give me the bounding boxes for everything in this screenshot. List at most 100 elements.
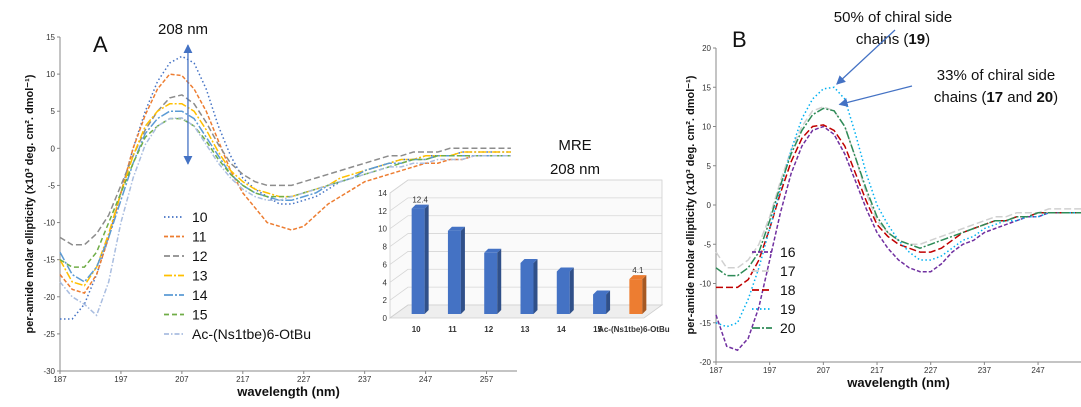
legend-label: 12: [192, 248, 208, 264]
inset-bar-side: [424, 204, 429, 314]
y-tick-label: 0: [707, 201, 712, 210]
legend-label: 16: [780, 244, 796, 260]
inset-bar-top: [447, 226, 465, 231]
x-tick-label: 217: [236, 375, 250, 384]
inset-bar-front: [593, 294, 607, 314]
y-tick-label: 10: [46, 70, 55, 79]
series-line-ac-ns1tbe-6-otbu: [59, 117, 511, 317]
inset-bar-2: [447, 226, 465, 314]
x-tick-label: 237: [358, 375, 372, 384]
x-tick-label: 187: [53, 375, 67, 384]
inset-x-tick-label: 13: [521, 325, 530, 334]
legend-label: 14: [192, 287, 208, 303]
inset-title: MRE: [558, 137, 591, 154]
x-tick-label: 217: [870, 366, 884, 375]
inset-bar-5: [556, 267, 574, 314]
y-tick-label: -15: [43, 256, 55, 265]
y-tick-label: 15: [702, 83, 711, 92]
x-tick-label: 187: [709, 366, 723, 375]
inset-y-tick-label: 12: [378, 207, 387, 216]
inset-bar-side: [569, 267, 574, 314]
inset-bar-chart: MRE 208 nm 0 2 4 6 8 10 12 14 10 12.4 11 12 13 14 15Ac-(…: [378, 137, 670, 334]
inset-y-tick-label: 4: [383, 278, 388, 287]
inset-x-tick-label: 11: [448, 325, 457, 334]
y-tick-label: 5: [51, 107, 56, 116]
inset-bar-7: [629, 275, 647, 314]
series-line-13: [59, 103, 511, 287]
arrow-to-19: [836, 29, 896, 85]
inset-gridline: [389, 233, 662, 247]
x-tick-label: 237: [978, 366, 992, 375]
legend-label: 13: [192, 268, 208, 284]
legend-label: 18: [780, 282, 796, 298]
y-tick-label: -15: [699, 319, 711, 328]
inset-gridline: [389, 251, 662, 265]
legend-label: 20: [780, 320, 796, 336]
peak-annotation: 208 nm: [158, 21, 208, 38]
inset-data-label: 12.4: [412, 196, 428, 205]
inset-y-tick-label: 0: [383, 314, 388, 323]
y-tick-label: -10: [699, 280, 711, 289]
inset-x-tick-label: 15: [593, 325, 602, 334]
inset-bar-top: [484, 248, 502, 253]
series-line-18: [716, 124, 1081, 289]
y-tick-label: -20: [43, 293, 55, 302]
inset-bar-top: [411, 204, 429, 209]
inset-bar-side: [460, 226, 465, 314]
y-tick-label: 10: [702, 123, 711, 132]
y-axis-title: per-amide molar ellipticity (x10³ deg. c…: [24, 74, 36, 333]
y-tick-label: 20: [702, 44, 711, 53]
y-tick-label: -20: [699, 358, 711, 367]
x-tick-label: 207: [817, 366, 831, 375]
inset-data-label: 4.1: [632, 266, 644, 275]
annotation-50pct-line2: chains (19): [856, 31, 930, 48]
inset-bar-front: [411, 208, 425, 314]
y-tick-label: -30: [43, 367, 55, 376]
y-tick-label: 0: [51, 144, 56, 153]
inset-bar-top: [520, 259, 538, 263]
inset-bar-3: [484, 248, 502, 314]
inset-bar-top: [556, 267, 574, 272]
inset-y-tick-label: 8: [383, 243, 388, 252]
inset-bar-6: [593, 290, 611, 314]
y-axis-title: per-amide molar ellipticity (x10³ deg. c…: [685, 75, 697, 334]
inset-bar-side: [606, 290, 611, 314]
panel-label-b: B: [732, 27, 747, 52]
y-tick-label: -10: [43, 219, 55, 228]
inset-gridline: [389, 179, 662, 194]
inset-subtitle: 208 nm: [550, 161, 600, 178]
x-tick-label: 197: [114, 375, 128, 384]
inset-y-tick-label: 14: [378, 189, 387, 198]
x-tick-label: 197: [763, 366, 777, 375]
x-tick-label: 257: [480, 375, 494, 384]
legend-label: 10: [192, 209, 208, 225]
arrow-to-17-20: [838, 85, 913, 107]
inset-x-tick-label: Ac-(Ns1tbe)6-OtBu: [598, 325, 670, 334]
x-tick-label: 227: [297, 375, 311, 384]
inset-gridline: [389, 286, 662, 301]
inset-bar-front: [629, 279, 643, 314]
inset-gridline: [389, 197, 662, 212]
panel-label-a: A: [93, 32, 108, 57]
y-tick-label: -5: [704, 240, 712, 249]
inset-bar-side: [533, 259, 538, 314]
inset-bar-top: [629, 275, 647, 280]
inset-bar-1: [411, 204, 429, 314]
series-line-19: [715, 86, 1081, 328]
legend-label: 15: [192, 307, 208, 323]
x-tick-label: 207: [175, 375, 189, 384]
inset-y-tick-label: 6: [383, 260, 388, 269]
inset-x-tick-label: 10: [412, 325, 421, 334]
series-line-20: [715, 107, 1081, 277]
y-tick-label: 5: [707, 162, 712, 171]
series-line-11: [59, 73, 511, 294]
inset-gridline: [389, 215, 662, 230]
inset-x-tick-label: 14: [557, 325, 566, 334]
inset-y-tick-label: 10: [378, 225, 387, 234]
inset-bar-4: [520, 259, 538, 314]
legend-label: Ac-(Ns1tbe)6-OtBu: [192, 326, 311, 342]
inset-bar-front: [520, 263, 534, 314]
